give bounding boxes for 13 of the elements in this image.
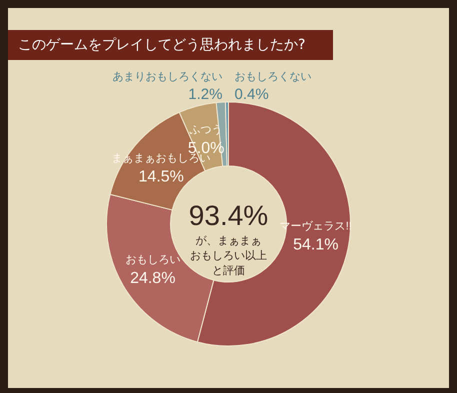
slice-label: おもしろい [125,254,180,266]
data-label: 24.8% [130,270,176,287]
data-label: 14.5% [138,168,184,186]
chart-title: このゲームをプレイしてどう思われましたか? [8,30,334,60]
text: と評価 [212,264,245,277]
data-label: 54.1% [293,236,338,254]
text: が、まぁまぁ [196,235,262,247]
data-label: 0.4% [234,86,269,103]
slice-label: おもしろくない [234,71,312,83]
data-label: 1.2% [188,86,222,103]
text: 93.4% [188,200,268,231]
slice-label: あまりおもしろくない [112,71,222,83]
text: おもしろい以上 [190,249,267,262]
